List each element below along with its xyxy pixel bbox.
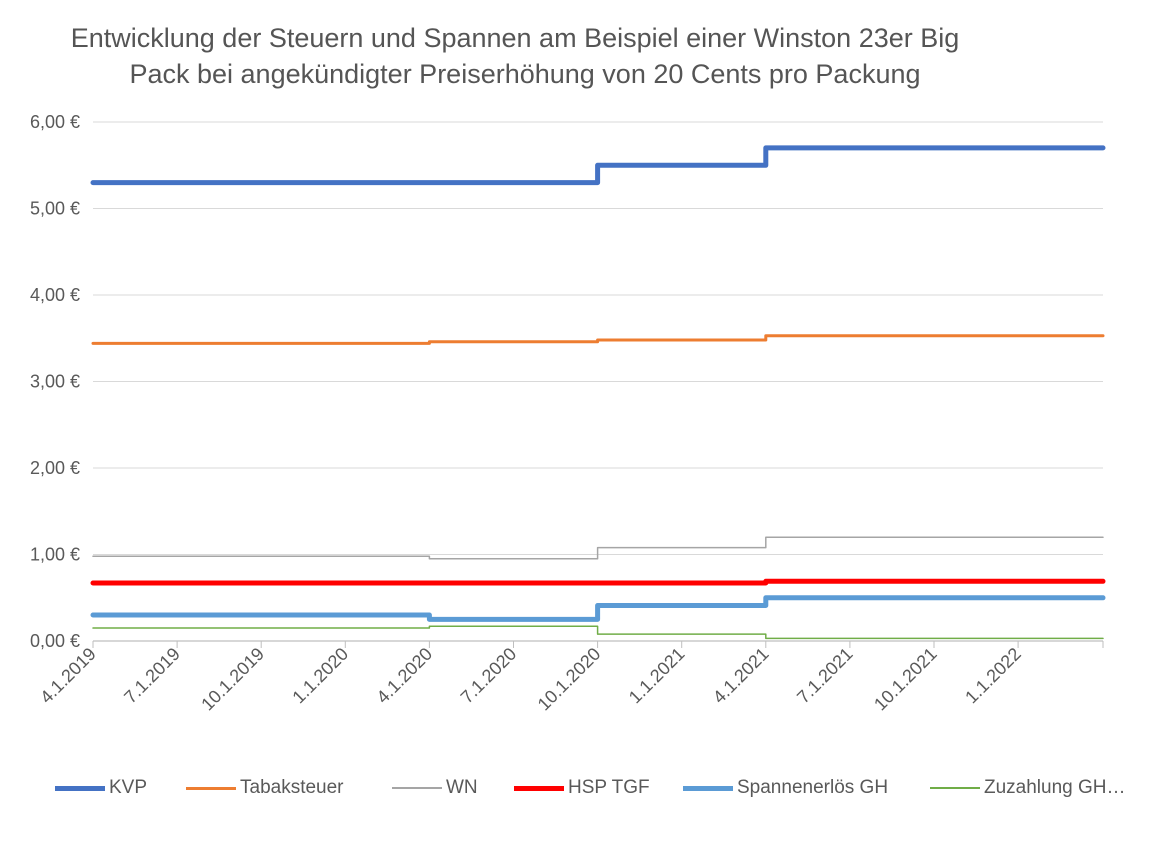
- x-tick-label: 7.1.2019: [120, 644, 184, 708]
- chart-title-line-2: Pack bei angekündigter Preiserhöhung von…: [129, 59, 921, 89]
- x-tick-label: 10.1.2019: [197, 644, 268, 715]
- legend-label: WN: [446, 777, 478, 798]
- legend-item: Tabaksteuer: [186, 770, 344, 806]
- legend-label: Tabaksteuer: [240, 777, 344, 798]
- legend-swatch: [392, 787, 442, 789]
- legend-label: Spannenerlös GH: [737, 777, 889, 798]
- y-tick-label: 6,00 €: [30, 112, 80, 132]
- series-line-hsp-tgf: [90, 578, 1106, 586]
- y-tick-label: 2,00 €: [30, 458, 80, 478]
- series-line-spannenerl-s-gh: [90, 595, 1106, 622]
- legend-item: KVP: [55, 770, 147, 806]
- chart-legend: KVP Tabaksteuer WN HSP TGF Spannenerlös GH Zu…: [0, 770, 1152, 810]
- y-tick-label: 5,00 €: [30, 199, 80, 219]
- x-tick-label: 7.1.2020: [457, 644, 521, 708]
- x-tick-label: 7.1.2021: [793, 644, 857, 708]
- y-tick-label: 1,00 €: [30, 545, 80, 565]
- x-tick-label: 1.1.2022: [961, 644, 1025, 708]
- x-tick-label: 1.1.2021: [625, 644, 689, 708]
- y-tick-label: 3,00 €: [30, 372, 80, 392]
- chart-title: Entwicklung der Steuern und Spannen am B…: [0, 20, 1030, 92]
- legend-label: Zuzahlung GH…: [984, 777, 1126, 798]
- y-tick-label: 0,00 €: [30, 631, 80, 651]
- x-tick-label: 10.1.2021: [870, 644, 941, 715]
- legend-item: Zuzahlung GH…: [930, 770, 1126, 806]
- x-tick-label: 10.1.2020: [534, 644, 605, 715]
- x-tick-label: 4.1.2020: [373, 644, 437, 708]
- series-line-zuzahlung-gh: [92, 625, 1104, 640]
- legend-item: WN: [392, 770, 478, 806]
- legend-swatch: [514, 785, 564, 791]
- series-line-wn: [92, 536, 1104, 560]
- series-line-kvp: [90, 145, 1106, 186]
- legend-swatch: [55, 785, 105, 791]
- legend-swatch: [683, 785, 733, 791]
- x-tick-label: 1.1.2020: [288, 644, 352, 708]
- y-tick-label: 4,00 €: [30, 285, 80, 305]
- legend-item: HSP TGF: [514, 770, 650, 806]
- legend-swatch: [930, 787, 980, 789]
- legend-swatch: [186, 786, 236, 790]
- x-tick-label: 4.1.2021: [709, 644, 773, 708]
- x-tick-label: 4.1.2019: [36, 644, 100, 708]
- legend-label: HSP TGF: [568, 777, 650, 798]
- series-line-tabaksteuer: [91, 334, 1105, 345]
- legend-item: Spannenerlös GH: [683, 770, 888, 806]
- chart-title-line-1: Entwicklung der Steuern und Spannen am B…: [70, 23, 960, 53]
- legend-label: KVP: [109, 777, 148, 798]
